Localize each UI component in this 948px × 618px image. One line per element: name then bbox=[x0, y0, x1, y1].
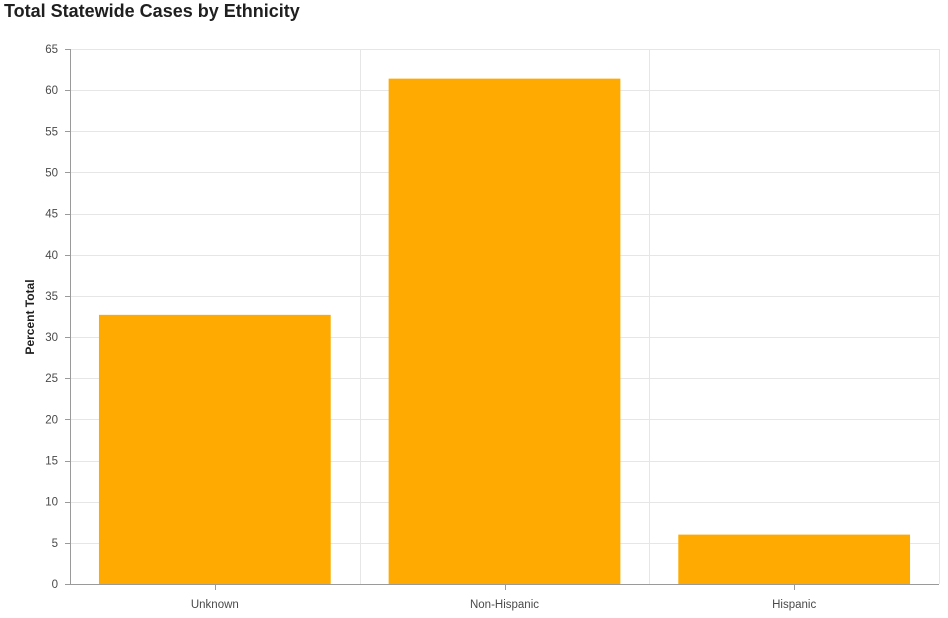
y-axis-title: Percent Total bbox=[23, 279, 37, 354]
y-tick-label: 25 bbox=[45, 373, 58, 385]
x-tick-labels: Unknown Non-Hispanic Hispanic bbox=[191, 599, 817, 611]
y-tick-label: 45 bbox=[45, 209, 58, 221]
x-tick-label: Hispanic bbox=[772, 599, 816, 611]
y-tick-label: 65 bbox=[45, 44, 58, 56]
bar-hispanic[interactable] bbox=[678, 534, 911, 584]
y-tick-label: 40 bbox=[45, 250, 58, 262]
chart-title: Total Statewide Cases by Ethnicity bbox=[4, 1, 300, 21]
y-tick-label: 50 bbox=[45, 167, 58, 179]
y-tick-label: 20 bbox=[45, 414, 58, 426]
bar-unknown[interactable] bbox=[98, 314, 331, 584]
x-tick-label: Non-Hispanic bbox=[470, 599, 539, 611]
y-tick-label: 5 bbox=[52, 538, 58, 550]
y-tick-label: 10 bbox=[45, 497, 58, 509]
y-tick-label: 15 bbox=[45, 456, 58, 468]
y-tick-label: 60 bbox=[45, 85, 58, 97]
y-tick-label: 30 bbox=[45, 332, 58, 344]
y-tick-labels: 0 5 10 15 20 25 30 35 40 45 50 55 60 65 bbox=[45, 44, 58, 591]
y-tick-label: 35 bbox=[45, 291, 58, 303]
axes bbox=[65, 49, 939, 590]
bar-non-hispanic[interactable] bbox=[388, 78, 621, 584]
y-tick-label: 55 bbox=[45, 126, 58, 138]
y-tick-label: 0 bbox=[52, 579, 58, 591]
x-tick-label: Unknown bbox=[191, 599, 239, 611]
bars bbox=[98, 78, 911, 584]
